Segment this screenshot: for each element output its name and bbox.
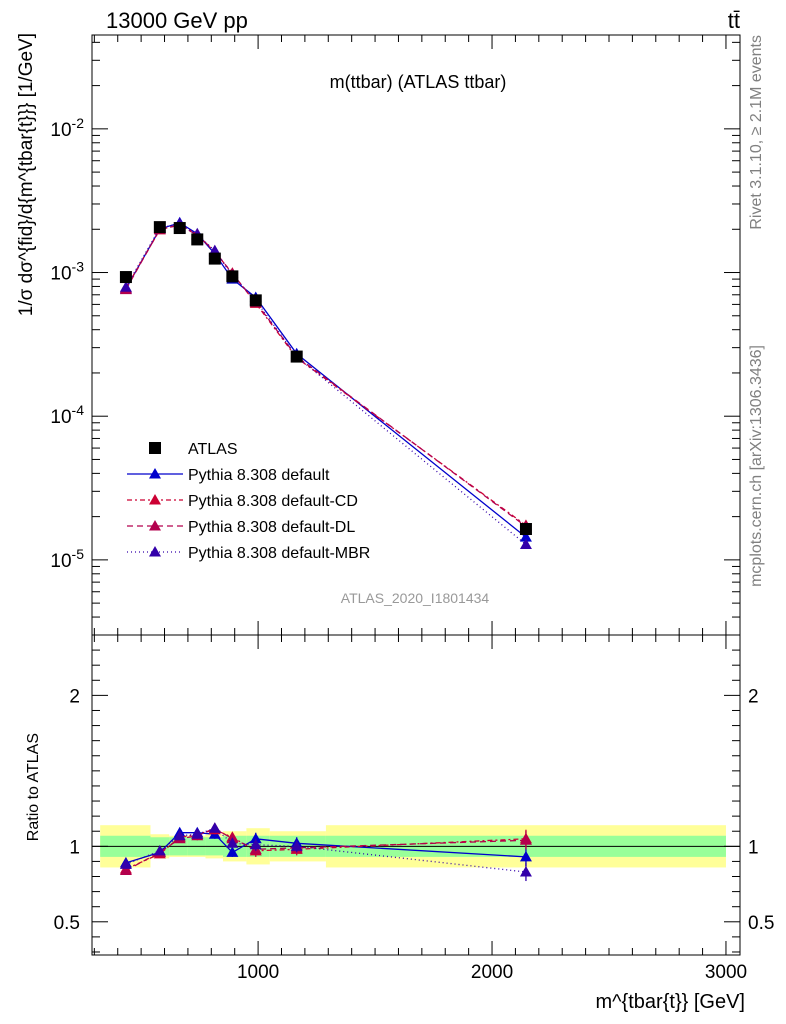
ratio-tick-label: 2 xyxy=(748,686,759,707)
ratio-point xyxy=(173,829,186,841)
ratio-line xyxy=(125,827,526,872)
legend-marker xyxy=(149,468,161,479)
x-tick-label: 3000 xyxy=(705,962,747,983)
ratio-tick-label: 1 xyxy=(69,837,80,858)
series-point xyxy=(208,244,221,256)
series-point xyxy=(519,531,532,542)
ratio-point xyxy=(249,838,262,850)
legend-label: Pythia 8.308 default-MBR xyxy=(188,545,370,562)
data-point xyxy=(519,523,532,536)
data-point xyxy=(226,270,239,283)
data-point xyxy=(249,294,262,307)
ratio-point xyxy=(519,865,532,877)
data-point xyxy=(191,233,204,246)
ratio-y-axis-label: Ratio to ATLAS xyxy=(25,733,42,841)
plot-frames xyxy=(91,34,741,956)
ratio-point xyxy=(226,846,239,857)
data-point xyxy=(208,252,221,265)
series-line xyxy=(125,222,527,546)
x-tick-label: 2000 xyxy=(471,962,513,983)
x-axis-label: m^{tbar{t}} [GeV] xyxy=(596,991,745,1013)
data-point xyxy=(153,221,166,234)
x-tick-label: 1000 xyxy=(237,962,279,983)
ratio-panel-curves xyxy=(119,822,532,882)
ratio-point xyxy=(191,828,204,839)
ratio-point xyxy=(119,864,132,875)
rivet-label: Rivet 3.1.10, ≥ 2.1M events xyxy=(748,35,765,230)
y-tick-label: 10-5 xyxy=(50,546,84,572)
legend-marker-atlas xyxy=(149,442,161,454)
ratio-point xyxy=(249,832,262,844)
ratio-tick-label: 2 xyxy=(69,686,80,707)
data-point xyxy=(119,271,132,284)
data-point xyxy=(173,222,186,235)
ratio-line xyxy=(125,827,526,873)
ratio-point xyxy=(226,837,239,848)
analysis-id: ATLAS_2020_I1801434 xyxy=(341,590,490,606)
ratio-point xyxy=(519,850,532,862)
y-tick-label: 10-4 xyxy=(50,402,84,428)
legend-marker xyxy=(149,520,161,531)
y-tick-label: 10-2 xyxy=(50,115,84,141)
ratio-line xyxy=(125,829,526,870)
chart-title: m(ttbar) (ATLAS ttbar) xyxy=(330,72,507,92)
legend-marker xyxy=(149,546,161,557)
y-tick-label: 10-3 xyxy=(50,259,84,285)
y-axis-label: 1/σ dσ^{fid}/d{m^{tbar{t}}} [1/GeV] xyxy=(16,33,37,316)
series-point xyxy=(119,281,132,292)
ratio-tick-label: 0.5 xyxy=(748,913,774,934)
main-panel-curves xyxy=(119,216,532,549)
ratio-panel-frame xyxy=(91,634,741,956)
legend-marker xyxy=(149,494,161,505)
ratio-point xyxy=(290,840,303,851)
mcplots-label: mcplots.cern.ch [arXiv:1306.3436] xyxy=(748,345,765,587)
legend: ATLAS Pythia 8.308 default Pythia 8.308 de… xyxy=(127,441,370,562)
legend-label: Pythia 8.308 default xyxy=(188,467,330,484)
ratio-tick-label: 0.5 xyxy=(54,913,80,934)
ratio-tick-label: 1 xyxy=(748,837,759,858)
header-left: 13000 GeV pp xyxy=(106,8,248,33)
data-point xyxy=(290,350,303,363)
legend-label: Pythia 8.308 default-DL xyxy=(188,519,355,536)
ratio-point xyxy=(208,822,221,833)
series-point xyxy=(519,538,532,549)
legend-label: ATLAS xyxy=(188,441,238,458)
ratio-point xyxy=(153,844,166,856)
legend-label: Pythia 8.308 default-CD xyxy=(188,493,358,510)
axis-labels: 1000 2000 3000 10-5 10-4 10-3 10-2 0.5 0.5 1 1 2 2 xyxy=(50,115,774,983)
ratio-point xyxy=(119,858,132,869)
header-right: tt̄ xyxy=(728,8,740,33)
ratio-point xyxy=(519,834,532,845)
